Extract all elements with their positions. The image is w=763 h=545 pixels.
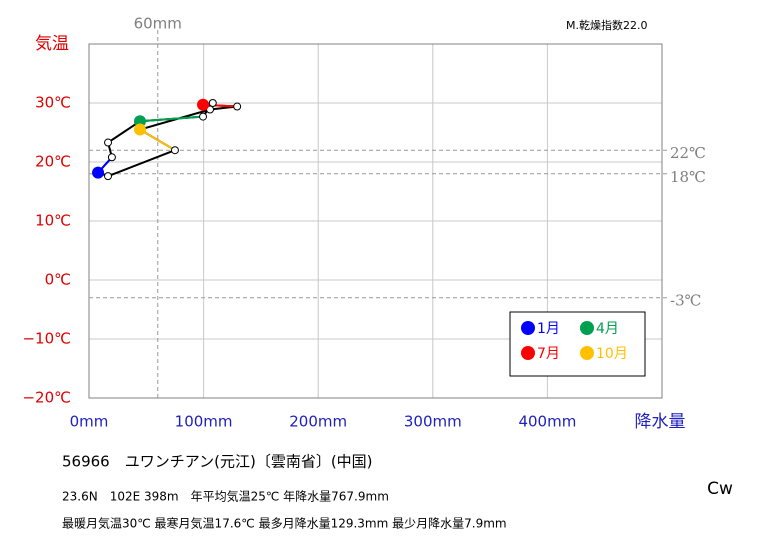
station-name: 56966 ユワンチアン(元江)〔雲南省〕(中国)	[62, 453, 373, 471]
month-point	[208, 99, 217, 107]
plot-frame	[88, 43, 663, 399]
reference-label: 22℃	[670, 144, 706, 162]
y-tick-label: 20℃	[35, 153, 71, 171]
x-tick-label: 200mm	[289, 413, 347, 431]
dryness-index: M.乾燥指数22.0	[566, 18, 647, 32]
legend-label: 1月	[537, 321, 560, 337]
legend-swatch	[521, 346, 535, 360]
reference-label: 60mm	[134, 15, 182, 33]
y-tick-label: 10℃	[35, 212, 71, 230]
climate-class: Cw	[707, 479, 733, 499]
highlight-segment	[139, 115, 204, 123]
x-axis-label: 降水量	[635, 412, 686, 432]
legend-label: 7月	[537, 346, 560, 362]
highlight-point	[133, 115, 146, 128]
month-point	[199, 112, 208, 121]
x-tick-label: 100mm	[175, 413, 233, 431]
x-tick-label: 0mm	[70, 413, 109, 431]
y-tick-label: −10℃	[22, 330, 71, 348]
month-point	[104, 172, 113, 181]
legend-swatch	[521, 321, 535, 335]
y-tick-label: 0℃	[45, 271, 71, 289]
y-tick-label: 30℃	[35, 94, 71, 112]
month-point	[104, 138, 113, 147]
reference-label: -3℃	[670, 292, 701, 310]
highlight-segment	[139, 128, 176, 152]
x-tick-label: 400mm	[518, 413, 576, 431]
highlight-point	[197, 98, 210, 111]
month-point	[107, 153, 116, 162]
legend-swatch	[580, 346, 594, 360]
station-extremes: 最暖月気温30℃ 最寒月気温17.6℃ 最多月降水量129.3mm 最少月降水量…	[62, 516, 507, 531]
highlight-point	[133, 123, 146, 136]
y-axis-label: 気温	[35, 34, 69, 54]
station-info: 23.6N 102E 398m 年平均気温25℃ 年降水量767.9mm	[62, 489, 389, 504]
month-point	[170, 146, 179, 155]
legend-label: 4月	[596, 321, 619, 337]
y-tick-label: −20℃	[22, 389, 71, 407]
highlight-point	[92, 166, 105, 179]
legend-label: 10月	[596, 346, 628, 362]
month-point	[233, 102, 242, 111]
legend-swatch	[580, 321, 594, 335]
reference-label: 18℃	[670, 168, 706, 186]
x-tick-label: 300mm	[404, 413, 462, 431]
